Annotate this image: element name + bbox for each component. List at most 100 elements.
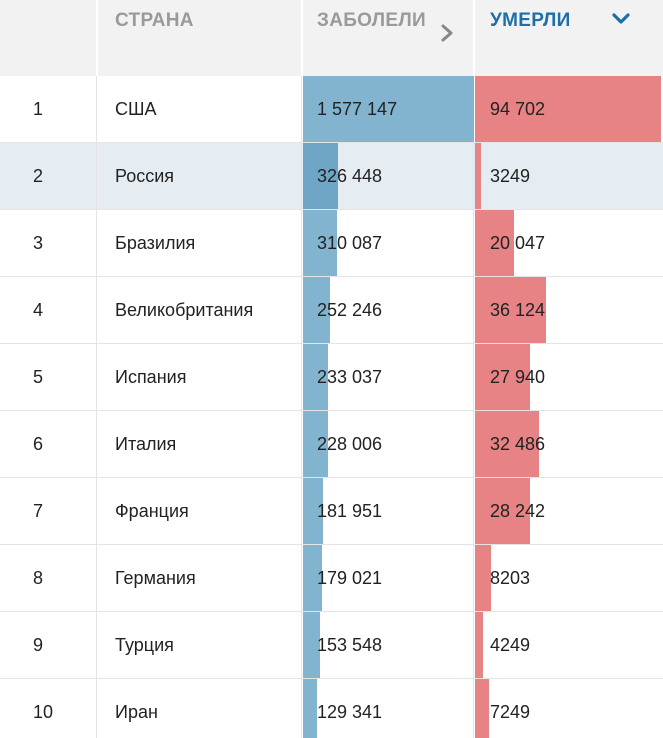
cases-bar <box>303 679 317 738</box>
deaths-bar <box>475 143 481 209</box>
column-divider <box>96 210 97 277</box>
column-divider <box>96 277 97 344</box>
table-row[interactable]: 8 Германия 179 021 8203 <box>0 545 663 612</box>
cases-bar <box>303 143 338 209</box>
deaths-value: 20 047 <box>490 233 546 253</box>
country-cell: Россия <box>115 166 175 186</box>
cases-value: 228 006 <box>317 434 383 454</box>
rank-cell: 1 <box>33 99 44 119</box>
column-divider <box>301 411 302 478</box>
deaths-bar <box>475 478 530 544</box>
column-divider <box>301 143 302 210</box>
header-divider <box>301 0 303 76</box>
column-header-cases[interactable]: ЗАБОЛЕЛИ <box>317 10 426 31</box>
cases-bar <box>303 344 328 410</box>
deaths-bar <box>475 277 546 343</box>
country-cell: Италия <box>115 434 177 454</box>
column-divider <box>96 545 97 612</box>
deaths-value: 4249 <box>490 635 531 655</box>
column-divider <box>96 76 97 143</box>
column-divider <box>473 143 474 210</box>
cases-bar <box>303 76 474 142</box>
cases-bar <box>303 545 322 611</box>
column-divider <box>96 679 97 738</box>
column-divider <box>301 478 302 545</box>
deaths-value: 3249 <box>490 166 531 186</box>
column-divider <box>96 143 97 210</box>
table-row[interactable]: 3 Бразилия 310 087 20 047 <box>0 210 663 277</box>
column-divider <box>473 277 474 344</box>
header-divider <box>473 0 475 76</box>
deaths-bar <box>475 210 514 276</box>
column-divider <box>301 210 302 277</box>
cases-value: 326 448 <box>317 166 383 186</box>
country-cell: Турция <box>115 635 174 655</box>
rank-cell: 10 <box>33 702 54 722</box>
deaths-bar <box>475 545 491 611</box>
column-header-deaths[interactable]: УМЕРЛИ <box>490 10 571 31</box>
deaths-bar <box>475 612 483 678</box>
column-divider <box>473 344 474 411</box>
deaths-value: 7249 <box>490 702 531 722</box>
table-row[interactable]: 2 Россия 326 448 3249 <box>0 143 663 210</box>
deaths-value: 32 486 <box>490 434 546 454</box>
country-cell: Иран <box>115 702 158 722</box>
table-header: СТРАНА ЗАБОЛЕЛИ УМЕРЛИ <box>0 0 663 76</box>
deaths-bar <box>475 411 539 477</box>
table-row[interactable]: 9 Турция 153 548 4249 <box>0 612 663 679</box>
column-divider <box>301 76 302 143</box>
cases-value: 1 577 147 <box>317 99 398 119</box>
deaths-value: 27 940 <box>490 367 546 387</box>
deaths-value: 28 242 <box>490 501 546 521</box>
column-divider <box>473 545 474 612</box>
header-divider <box>96 0 98 76</box>
deaths-value: 94 702 <box>490 99 546 119</box>
column-divider <box>301 277 302 344</box>
column-divider <box>473 210 474 277</box>
column-header-country[interactable]: СТРАНА <box>115 10 194 31</box>
table-body: 1 США 1 577 147 94 702 2 Россия 326 448 3249 3 Бр… <box>0 76 663 738</box>
rank-cell: 6 <box>33 434 44 454</box>
country-cell: Германия <box>115 568 196 588</box>
cases-value: 252 246 <box>317 300 383 320</box>
country-cell: США <box>115 99 157 119</box>
cases-bar <box>303 277 330 343</box>
rank-cell: 2 <box>33 166 44 186</box>
cases-value: 310 087 <box>317 233 383 253</box>
rank-cell: 4 <box>33 300 44 320</box>
column-divider <box>301 679 302 738</box>
cases-value: 179 021 <box>317 568 383 588</box>
cases-value: 153 548 <box>317 635 383 655</box>
country-cell: Франция <box>115 501 189 521</box>
deaths-bar <box>475 76 661 142</box>
column-divider <box>473 411 474 478</box>
country-cell: Испания <box>115 367 187 387</box>
table-row[interactable]: 10 Иран 129 341 7249 <box>0 679 663 738</box>
column-divider <box>301 344 302 411</box>
table-row[interactable]: 5 Испания 233 037 27 940 <box>0 344 663 411</box>
cases-bar <box>303 210 337 276</box>
cases-value: 233 037 <box>317 367 383 387</box>
column-divider <box>96 411 97 478</box>
chevron-down-icon[interactable] <box>610 8 632 30</box>
chevron-right-icon[interactable] <box>436 22 458 44</box>
deaths-value: 36 124 <box>490 300 546 320</box>
column-divider <box>301 612 302 679</box>
rank-cell: 9 <box>33 635 44 655</box>
table-row[interactable]: 6 Италия 228 006 32 486 <box>0 411 663 478</box>
table-row[interactable]: 7 Франция 181 951 28 242 <box>0 478 663 545</box>
deaths-bar <box>475 344 530 410</box>
cases-bar <box>303 612 320 678</box>
table-row[interactable]: 1 США 1 577 147 94 702 <box>0 76 663 143</box>
rank-cell: 7 <box>33 501 44 521</box>
column-divider <box>96 478 97 545</box>
cases-value: 181 951 <box>317 501 383 521</box>
column-divider <box>301 545 302 612</box>
table-row[interactable]: 4 Великобритания 252 246 36 124 <box>0 277 663 344</box>
country-cell: Великобритания <box>115 300 254 320</box>
cases-bar <box>303 478 323 544</box>
cases-bar <box>303 411 328 477</box>
column-divider <box>96 612 97 679</box>
column-divider <box>473 612 474 679</box>
